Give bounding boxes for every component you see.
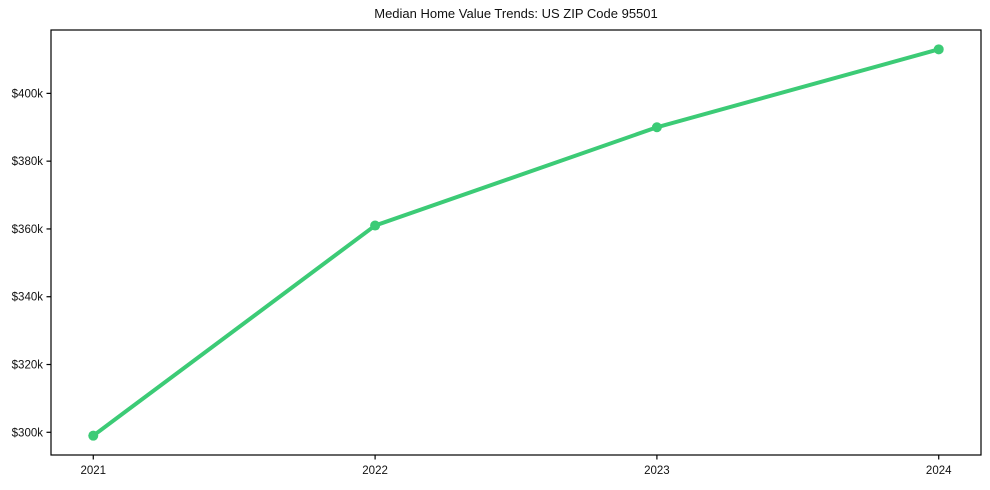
x-tick-label: 2024 — [926, 465, 952, 477]
chart-title: Median Home Value Trends: US ZIP Code 95… — [374, 6, 658, 21]
x-tick-label: 2022 — [362, 465, 388, 477]
x-tick-label: 2021 — [80, 465, 106, 477]
data-point-marker — [88, 430, 99, 441]
y-tick-label: $340k — [12, 292, 44, 304]
data-point-marker — [651, 122, 662, 133]
y-tick-label: $300k — [12, 427, 44, 439]
data-line — [91, 47, 941, 438]
data-point-marker — [933, 44, 944, 55]
x-tick-label: 2023 — [644, 465, 670, 477]
y-tick-label: $360k — [12, 224, 44, 236]
y-tick-label: $320k — [12, 360, 44, 372]
plot-frame — [50, 29, 982, 456]
data-point-marker — [370, 220, 381, 231]
y-tick-label: $400k — [12, 88, 44, 100]
y-tick-label: $380k — [12, 156, 44, 168]
